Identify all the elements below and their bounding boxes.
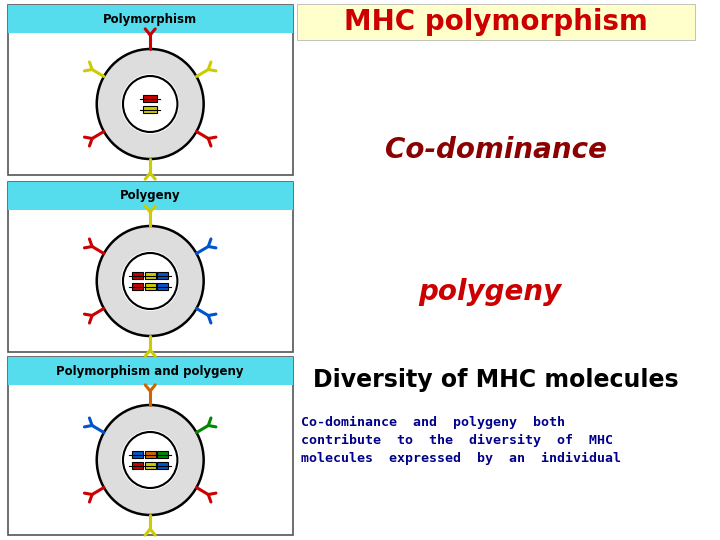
Bar — [8, 182, 292, 210]
Bar — [145, 462, 156, 469]
Bar — [8, 182, 292, 352]
Text: molecules  expressed  by  an  individual: molecules expressed by an individual — [302, 451, 621, 464]
Circle shape — [121, 251, 179, 311]
Text: Diversity of MHC molecules: Diversity of MHC molecules — [313, 368, 679, 392]
Text: Co-dominance  and  polygeny  both: Co-dominance and polygeny both — [302, 415, 565, 429]
Circle shape — [96, 226, 204, 336]
Bar — [158, 283, 168, 290]
Text: Polygeny: Polygeny — [120, 190, 181, 202]
Bar — [143, 95, 157, 102]
Text: Co-dominance: Co-dominance — [384, 136, 607, 164]
Bar — [132, 462, 143, 469]
Circle shape — [96, 49, 204, 159]
Circle shape — [121, 74, 179, 134]
FancyBboxPatch shape — [297, 4, 695, 40]
Bar — [8, 357, 292, 385]
Text: Polymorphism and polygeny: Polymorphism and polygeny — [56, 364, 244, 377]
Circle shape — [123, 253, 177, 309]
Circle shape — [123, 76, 177, 132]
Text: contribute  to  the  diversity  of  MHC: contribute to the diversity of MHC — [302, 434, 613, 447]
Bar — [158, 462, 168, 469]
Text: polygeny: polygeny — [418, 278, 562, 306]
Circle shape — [96, 405, 204, 515]
Text: MHC polymorphism: MHC polymorphism — [344, 8, 648, 36]
Bar — [145, 451, 156, 458]
Bar — [145, 272, 156, 279]
Circle shape — [123, 432, 177, 488]
Bar — [132, 451, 143, 458]
Bar — [145, 283, 156, 290]
Bar — [158, 272, 168, 279]
Bar — [8, 357, 292, 535]
Bar — [132, 283, 143, 290]
Bar — [158, 451, 168, 458]
Circle shape — [121, 430, 179, 490]
Bar — [143, 106, 157, 113]
Bar — [8, 5, 292, 175]
Text: Polymorphism: Polymorphism — [103, 12, 197, 25]
Bar — [8, 5, 292, 33]
Bar — [132, 272, 143, 279]
